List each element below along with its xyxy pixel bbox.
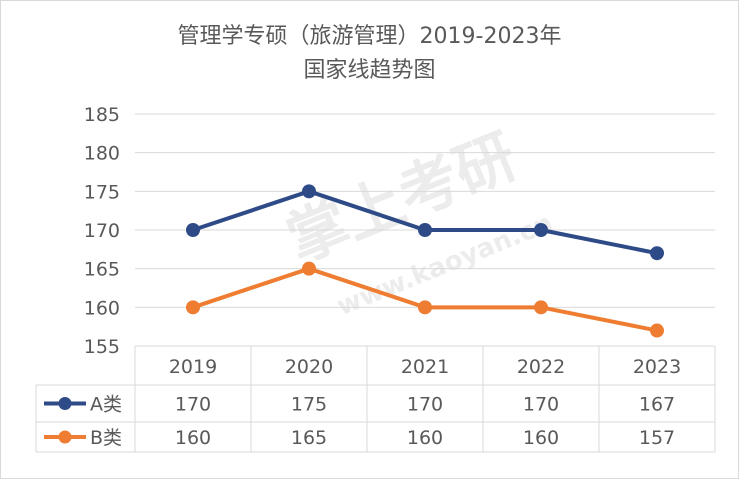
data-point bbox=[302, 184, 316, 199]
table-cell: 167 bbox=[639, 394, 675, 416]
table-cell: 160 bbox=[407, 427, 443, 449]
y-tick-label: 160 bbox=[84, 297, 120, 319]
table-cell: 170 bbox=[175, 394, 211, 416]
data-point bbox=[650, 246, 664, 261]
table-cell: 175 bbox=[291, 394, 327, 416]
x-tick-label: 2020 bbox=[285, 356, 333, 378]
data-point bbox=[418, 223, 432, 237]
legend-label: A类 bbox=[90, 394, 122, 416]
chart-title: 管理学专硕（旅游管理）2019-2023年 bbox=[177, 24, 562, 49]
table-cell: 157 bbox=[639, 427, 675, 449]
legend-marker bbox=[58, 430, 72, 444]
y-tick-label: 155 bbox=[84, 336, 120, 358]
table-cell: 160 bbox=[523, 427, 559, 449]
data-point bbox=[186, 300, 200, 315]
data-point bbox=[534, 300, 548, 315]
table-cell: 170 bbox=[407, 394, 443, 416]
x-tick-label: 2021 bbox=[401, 356, 449, 378]
y-tick-label: 170 bbox=[84, 220, 120, 242]
y-tick-label: 165 bbox=[84, 259, 120, 281]
y-tick-label: 175 bbox=[84, 181, 120, 203]
legend-label: B类 bbox=[90, 427, 122, 449]
data-point bbox=[534, 223, 548, 237]
x-tick-label: 2022 bbox=[517, 356, 565, 378]
chart-subtitle: 国家线趋势图 bbox=[303, 58, 436, 83]
data-point bbox=[186, 223, 200, 237]
y-tick-label: 185 bbox=[84, 104, 120, 126]
data-point bbox=[650, 323, 664, 338]
x-tick-label: 2019 bbox=[169, 356, 217, 378]
x-tick-label: 2023 bbox=[633, 356, 681, 378]
table-cell: 160 bbox=[175, 427, 211, 449]
table-cell: 170 bbox=[523, 394, 559, 416]
data-point bbox=[302, 261, 316, 276]
series-line-0 bbox=[192, 189, 658, 256]
table-cell: 165 bbox=[291, 427, 327, 449]
series-line-1 bbox=[192, 266, 658, 333]
y-tick-label: 180 bbox=[84, 143, 120, 165]
data-point bbox=[418, 300, 432, 315]
legend-marker bbox=[58, 397, 72, 410]
